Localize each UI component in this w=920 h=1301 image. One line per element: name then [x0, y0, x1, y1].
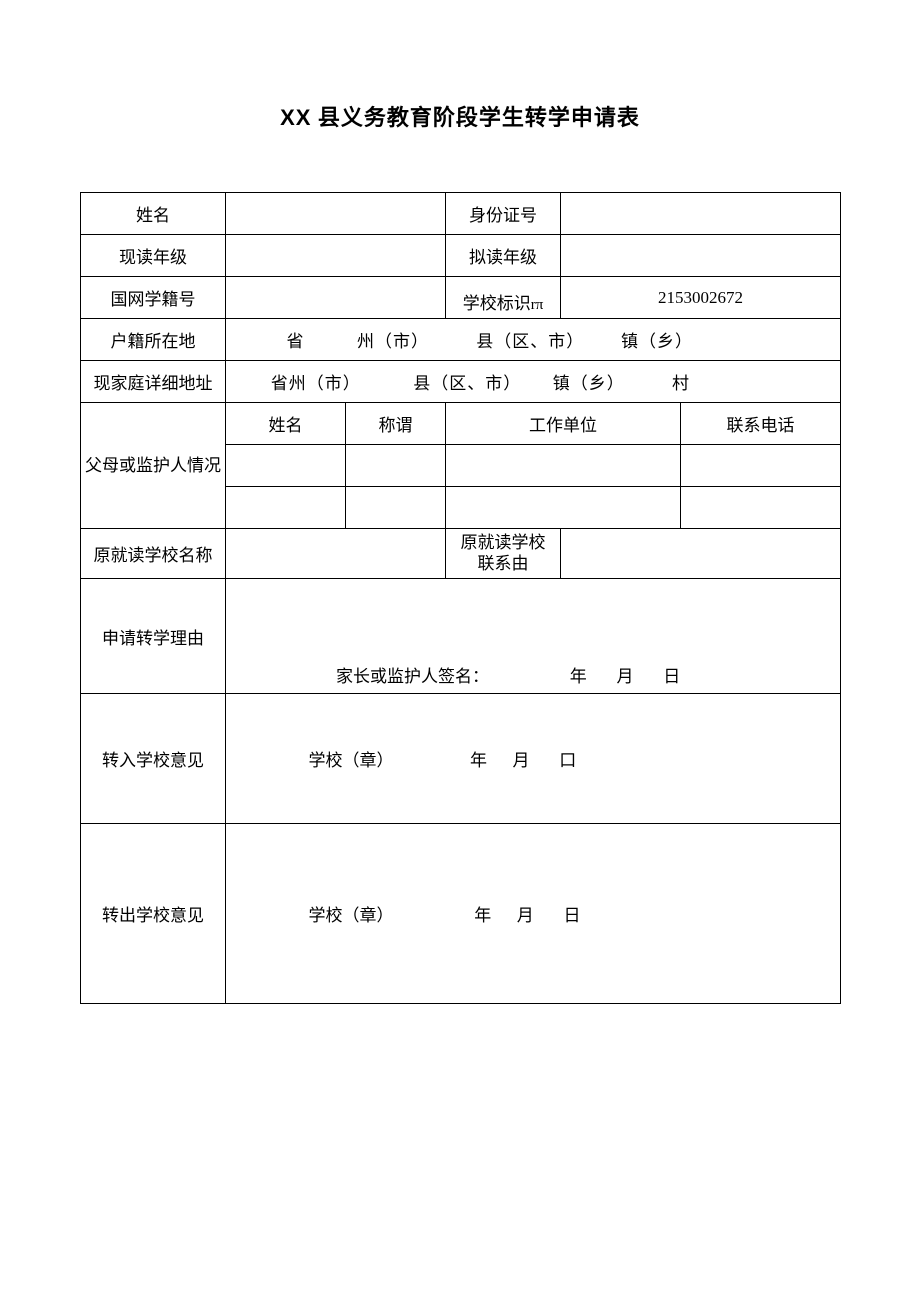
- field-guardian2-work[interactable]: [446, 487, 681, 529]
- label-guardian-relation: 称谓: [346, 403, 446, 445]
- field-guardian1-work[interactable]: [446, 445, 681, 487]
- label-school-identifier: 学校标识rπ: [446, 277, 561, 319]
- label-guardian-info: 父母或监护人情况: [81, 403, 226, 529]
- label-home-address: 现家庭详细地址: [81, 361, 226, 403]
- title-text: 县义务教育阶段学生转学申请表: [311, 105, 640, 130]
- field-transfer-reason[interactable]: [226, 579, 841, 659]
- transfer-form-table: 姓名 身份证号 现读年级 拟读年级 国网学籍号 学校标识rπ 215300267…: [80, 192, 841, 1004]
- field-guardian2-name[interactable]: [226, 487, 346, 529]
- field-home-address[interactable]: 省州（市） 县（区、市） 镇（乡） 村: [226, 361, 841, 403]
- label-guardian-work: 工作单位: [446, 403, 681, 445]
- field-school-id-value: 2153002672: [561, 277, 841, 319]
- title-prefix: XX: [280, 105, 311, 130]
- field-transfer-out-opinion[interactable]: 学校（章） 年 月 日: [226, 824, 841, 1004]
- field-original-school-contact[interactable]: [561, 529, 841, 579]
- label-id-number: 身份证号: [446, 193, 561, 235]
- label-original-school-contact: 原就读学校联系由: [446, 529, 561, 579]
- field-guardian1-name[interactable]: [226, 445, 346, 487]
- field-national-student-id[interactable]: [226, 277, 446, 319]
- field-intended-grade[interactable]: [561, 235, 841, 277]
- label-transfer-out-opinion: 转出学校意见: [81, 824, 226, 1004]
- label-guardian-phone: 联系电话: [681, 403, 841, 445]
- label-household: 户籍所在地: [81, 319, 226, 361]
- label-name: 姓名: [81, 193, 226, 235]
- label-transfer-in-opinion: 转入学校意见: [81, 694, 226, 824]
- guardian-signature-line[interactable]: 家长或监护人签名： 年 月 日: [226, 659, 841, 694]
- label-guardian-name: 姓名: [226, 403, 346, 445]
- field-guardian1-relation[interactable]: [346, 445, 446, 487]
- label-national-student-id: 国网学籍号: [81, 277, 226, 319]
- field-name[interactable]: [226, 193, 446, 235]
- field-current-grade[interactable]: [226, 235, 446, 277]
- form-title: XX 县义务教育阶段学生转学申请表: [80, 100, 840, 132]
- field-original-school[interactable]: [226, 529, 446, 579]
- label-original-school: 原就读学校名称: [81, 529, 226, 579]
- field-household[interactable]: 省 州（市） 县（区、市） 镇（乡）: [226, 319, 841, 361]
- field-id-number[interactable]: [561, 193, 841, 235]
- label-transfer-reason: 申请转学理由: [81, 579, 226, 694]
- field-guardian2-phone[interactable]: [681, 487, 841, 529]
- field-guardian2-relation[interactable]: [346, 487, 446, 529]
- label-intended-grade: 拟读年级: [446, 235, 561, 277]
- field-transfer-in-opinion[interactable]: 学校（章） 年 月 口: [226, 694, 841, 824]
- field-guardian1-phone[interactable]: [681, 445, 841, 487]
- label-current-grade: 现读年级: [81, 235, 226, 277]
